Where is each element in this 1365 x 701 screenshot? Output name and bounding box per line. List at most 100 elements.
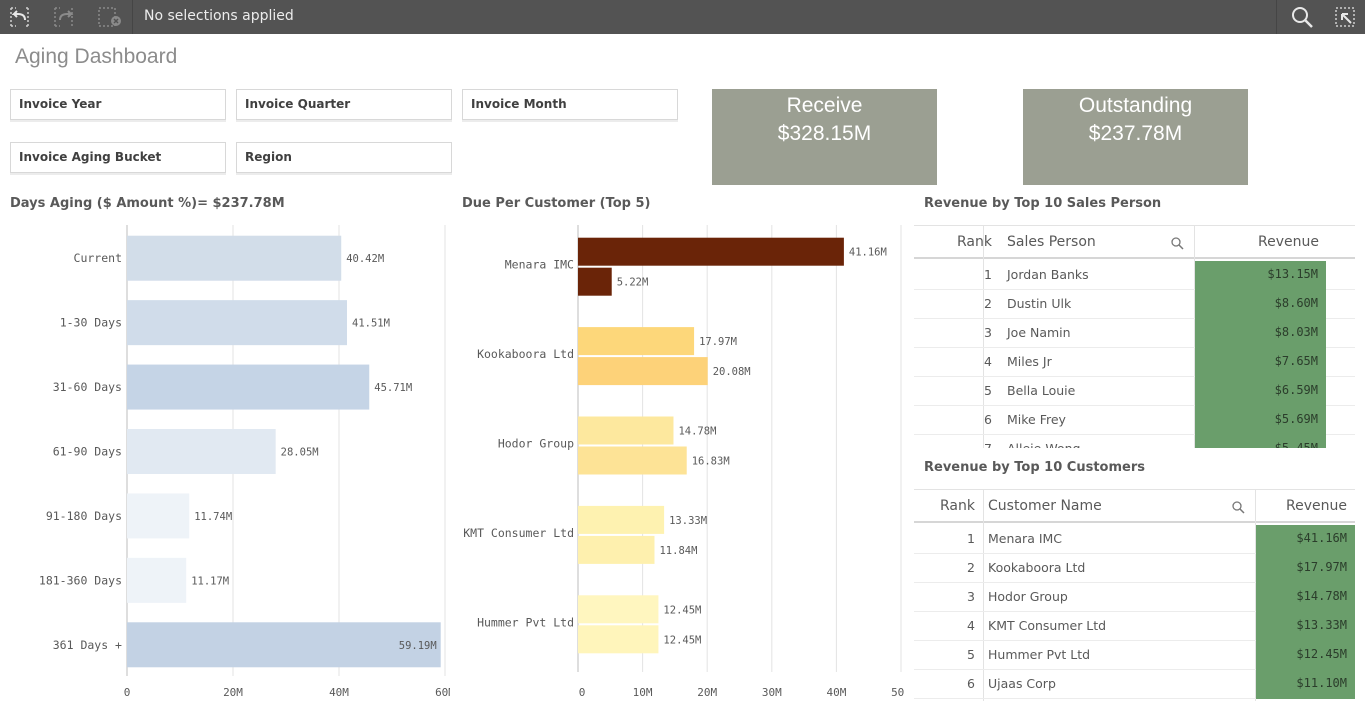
revenue-cell: $7.65M xyxy=(1195,348,1326,377)
customer-bar[interactable] xyxy=(578,357,708,386)
x-tick-label: 10M xyxy=(633,686,653,699)
aging-bar[interactable] xyxy=(127,493,190,539)
rank-cell: 6 xyxy=(967,676,975,691)
name-cell[interactable]: Kookaboora Ltd xyxy=(988,560,1086,575)
col-header-revenue[interactable]: Revenue xyxy=(1258,234,1319,250)
table-header: Rank Customer Name Revenue xyxy=(914,490,1355,523)
bar-value-label: 12.45M xyxy=(663,634,701,646)
revenue-cell: $13.15M xyxy=(1195,261,1326,290)
table-row[interactable]: 4 KMT Consumer Ltd $13.33M xyxy=(914,612,1355,641)
rank-cell: 2 xyxy=(984,296,992,311)
clear-selections-icon[interactable] xyxy=(88,0,128,34)
filter-invoice-quarter[interactable]: Invoice Quarter xyxy=(236,89,452,120)
col-header-sales-person[interactable]: Sales Person xyxy=(1007,234,1096,250)
search-icon[interactable] xyxy=(1282,0,1322,34)
kpi-value: $237.78M xyxy=(1088,122,1183,145)
bar-value-label: 45.71M xyxy=(374,382,412,394)
table-row[interactable]: 1 Menara IMC $41.16M xyxy=(914,525,1355,554)
customers-table[interactable]: Rank Customer Name Revenue 1 Menara IMC $4… xyxy=(914,489,1355,701)
name-cell[interactable]: Jordan Banks xyxy=(1007,267,1089,282)
table-row[interactable]: 2 Dustin Ulk $8.60M xyxy=(914,290,1355,319)
aging-bar[interactable] xyxy=(127,235,342,281)
search-icon[interactable] xyxy=(1232,501,1245,514)
table-row[interactable]: 1 Jordan Banks $13.15M xyxy=(914,261,1355,290)
name-cell[interactable]: Bella Louie xyxy=(1007,383,1076,398)
table-row[interactable]: 4 Miles Jr $7.65M xyxy=(914,348,1355,377)
kpi-receive: Receive $328.15M xyxy=(712,89,937,185)
name-cell[interactable]: Alleie Wong xyxy=(1007,441,1080,448)
filter-label: Region xyxy=(245,150,292,164)
col-header-rank[interactable]: Rank xyxy=(940,498,975,514)
customer-bar[interactable] xyxy=(578,446,687,475)
rank-cell: 3 xyxy=(967,589,975,604)
x-tick-label: 50M xyxy=(891,686,904,699)
rank-cell: 6 xyxy=(984,412,992,427)
aging-bar[interactable] xyxy=(127,557,187,603)
name-cell[interactable]: Dustin Ulk xyxy=(1007,296,1072,311)
revenue-cell: $11.10M xyxy=(1256,670,1355,699)
aging-bar[interactable] xyxy=(127,300,348,346)
rank-cell: 5 xyxy=(967,647,975,662)
customer-bar[interactable] xyxy=(578,595,659,624)
due-per-customer-chart[interactable]: 0 10M 20M 30M 40M 50M Menara IMC 41.16M 5.22M Koo… xyxy=(452,220,904,700)
table-row[interactable]: 6 Ujaas Corp $11.10M xyxy=(914,670,1355,699)
table-row[interactable]: 5 Hummer Pvt Ltd $12.45M xyxy=(914,641,1355,670)
table-row[interactable]: 6 Mike Frey $5.69M xyxy=(914,406,1355,435)
aging-bar[interactable] xyxy=(127,429,276,474)
revenue-cell: $12.45M xyxy=(1256,641,1355,670)
days-aging-chart[interactable]: 0 20M 40M 60M Current 40.42M 1-30 Days 41.51M 31… xyxy=(0,220,450,700)
col-header-rank[interactable]: Rank xyxy=(957,234,992,250)
customer-bar[interactable] xyxy=(578,267,612,296)
rank-cell: 4 xyxy=(967,618,975,633)
filter-invoice-aging-bucket[interactable]: Invoice Aging Bucket xyxy=(10,142,226,173)
x-tick-label: 60M xyxy=(435,686,450,699)
revenue-cell: $13.33M xyxy=(1256,612,1355,641)
smart-search-icon[interactable] xyxy=(1325,0,1365,34)
aging-bar[interactable] xyxy=(127,364,370,410)
y-category-label: Hummer Pvt Ltd xyxy=(477,615,574,629)
bar-value-label: 41.16M xyxy=(849,247,887,259)
name-cell[interactable]: Ujaas Corp xyxy=(988,676,1056,691)
name-cell[interactable]: Joe Namin xyxy=(1007,325,1071,340)
name-cell[interactable]: Miles Jr xyxy=(1007,354,1052,369)
name-cell[interactable]: Hummer Pvt Ltd xyxy=(988,647,1091,662)
x-tick-label: 0 xyxy=(579,686,586,699)
table-row[interactable]: 3 Joe Namin $8.03M xyxy=(914,319,1355,348)
y-category-label: Kookaboora Ltd xyxy=(477,347,574,361)
table-row[interactable]: 3 Hodor Group $14.78M xyxy=(914,583,1355,612)
customer-bar[interactable] xyxy=(578,237,844,266)
name-cell[interactable]: KMT Consumer Ltd xyxy=(988,618,1107,633)
page-title: Aging Dashboard xyxy=(15,45,178,68)
customer-bar[interactable] xyxy=(578,327,695,356)
filter-invoice-month[interactable]: Invoice Month xyxy=(462,89,678,120)
forward-step-icon[interactable] xyxy=(44,0,84,34)
customer-bar[interactable] xyxy=(578,535,655,564)
filter-invoice-year[interactable]: Invoice Year xyxy=(10,89,226,120)
col-header-revenue[interactable]: Revenue xyxy=(1286,498,1347,514)
bar-value-label: 28.05M xyxy=(281,447,319,459)
name-cell[interactable]: Mike Frey xyxy=(1007,412,1066,427)
bar-value-label: 11.17M xyxy=(191,575,229,587)
filter-region[interactable]: Region xyxy=(236,142,452,173)
bar-value-label: 12.45M xyxy=(663,604,701,616)
sales-person-table[interactable]: Rank Sales Person Revenue 1 Jordan Banks $… xyxy=(914,225,1355,448)
selections-toolbar: No selections applied xyxy=(0,0,1365,34)
aging-bar[interactable] xyxy=(127,622,441,668)
table-row[interactable]: 2 Kookaboora Ltd $17.97M xyxy=(914,554,1355,583)
y-category-label: Current xyxy=(74,251,122,265)
name-cell[interactable]: Hodor Group xyxy=(988,589,1068,604)
rank-cell: 5 xyxy=(984,383,992,398)
revenue-cell: $6.59M xyxy=(1195,377,1326,406)
name-cell[interactable]: Menara IMC xyxy=(988,531,1063,546)
customer-bar[interactable] xyxy=(578,625,659,654)
x-tick-label: 20M xyxy=(223,686,243,699)
back-step-icon[interactable] xyxy=(0,0,40,34)
column-divider xyxy=(1255,490,1256,701)
table-row[interactable]: 7 Alleie Wong $5.45M xyxy=(914,435,1355,448)
table-row[interactable]: 5 Bella Louie $6.59M xyxy=(914,377,1355,406)
customers-table-title: Revenue by Top 10 Customers xyxy=(924,460,1145,475)
customer-bar[interactable] xyxy=(578,505,665,534)
col-header-customer-name[interactable]: Customer Name xyxy=(988,498,1102,514)
search-icon[interactable] xyxy=(1171,237,1184,250)
customer-bar[interactable] xyxy=(578,416,674,445)
